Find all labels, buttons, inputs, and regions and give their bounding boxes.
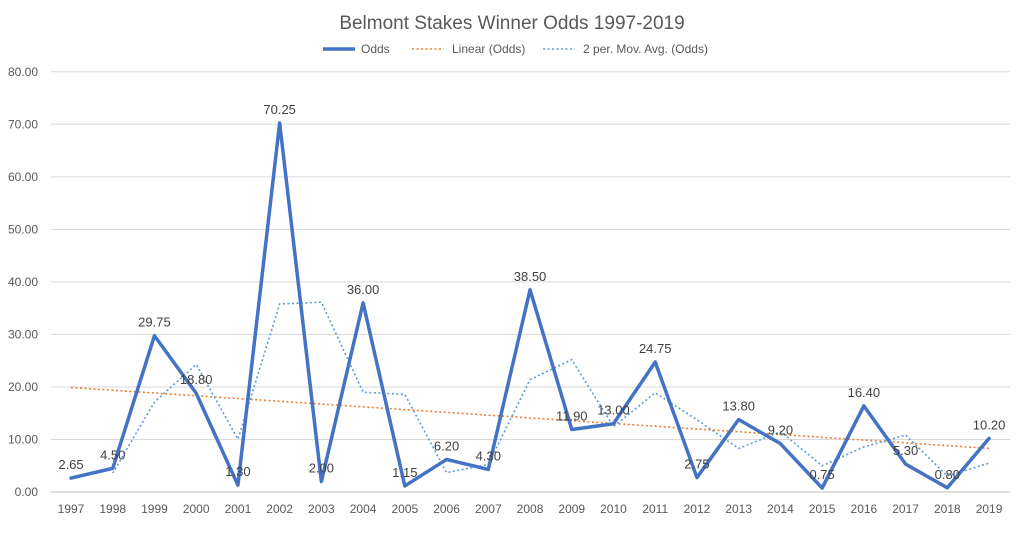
data-label-odds: 0.80: [935, 467, 960, 482]
data-label-odds: 0.75: [809, 467, 834, 482]
chart-title: Belmont Stakes Winner Odds 1997-2019: [339, 13, 684, 34]
data-label-odds: 11.90: [556, 408, 588, 423]
data-label-odds: 13.00: [597, 403, 630, 418]
data-label-odds: 4.50: [100, 447, 125, 462]
x-tick-label: 2012: [684, 502, 711, 516]
series-line-linear-trend: [70, 386, 990, 450]
data-label-odds: 38.50: [514, 269, 547, 284]
x-tick-label: 2019: [976, 502, 1003, 516]
x-tick-label: 2018: [934, 502, 961, 516]
x-axis: 1997 1998 1999 2000 2001 2002 2003 2004 2005 2006…: [58, 502, 1003, 516]
data-label-odds: 5.30: [893, 443, 918, 458]
data-label-odds: 6.20: [434, 438, 459, 453]
y-tick-label: 0.00: [15, 485, 39, 499]
x-tick-label: 2004: [350, 502, 377, 516]
y-tick-label: 20.00: [8, 380, 38, 394]
series-line-odds: [69, 121, 991, 490]
x-tick-label: 2003: [308, 502, 335, 516]
x-tick-label: 2006: [433, 502, 460, 516]
data-label-odds: 24.75: [639, 341, 672, 356]
legend-label-linear: Linear (Odds): [452, 42, 525, 56]
x-tick-label: 2014: [767, 502, 794, 516]
x-tick-label: 2005: [391, 502, 418, 516]
legend: Odds Linear (Odds) 2 per. Mov. Avg. (Odd…: [323, 42, 708, 56]
data-labels: 2.65 4.50 29.75 18.80 1.30 70.25 2.00 36.00 1.15…: [58, 102, 1005, 482]
x-tick-label: 2007: [475, 502, 502, 516]
x-tick-label: 2015: [809, 502, 836, 516]
y-tick-label: 50.00: [8, 222, 38, 236]
legend-label-moving-average: 2 per. Mov. Avg. (Odds): [583, 42, 708, 56]
y-tick-label: 60.00: [8, 170, 38, 184]
legend-label-odds: Odds: [361, 42, 390, 56]
y-tick-label: 10.00: [8, 432, 38, 446]
data-label-odds: 10.20: [973, 417, 1006, 432]
data-label-odds: 70.25: [263, 102, 296, 117]
data-label-odds: 29.75: [138, 315, 171, 330]
x-tick-label: 1998: [99, 502, 126, 516]
x-tick-label: 2011: [642, 502, 668, 516]
x-tick-label: 2016: [851, 502, 878, 516]
x-tick-label: 2001: [225, 502, 252, 516]
gridlines: [51, 71, 1010, 493]
data-label-odds: 13.80: [722, 399, 755, 414]
data-label-odds: 4.30: [476, 448, 501, 463]
x-tick-label: 2002: [266, 502, 293, 516]
series-layer: [69, 121, 991, 490]
y-tick-label: 40.00: [8, 275, 38, 289]
x-tick-label: 1997: [58, 502, 85, 516]
x-tick-label: 2008: [517, 502, 544, 516]
data-label-odds: 36.00: [347, 282, 380, 297]
data-label-odds: 1.15: [392, 465, 417, 480]
x-tick-label: 2010: [600, 502, 627, 516]
data-label-odds: 2.75: [684, 457, 709, 472]
x-tick-label: 1999: [141, 502, 168, 516]
y-tick-label: 80.00: [8, 65, 38, 79]
y-axis: 0.00 10.00 20.00 30.00 40.00 50.00 60.00 70.00 8…: [8, 65, 38, 499]
x-tick-label: 2017: [892, 502, 919, 516]
x-tick-label: 2000: [183, 502, 210, 516]
data-label-odds: 2.65: [58, 457, 83, 472]
x-tick-label: 2009: [558, 502, 585, 516]
data-label-odds: 18.80: [180, 372, 213, 387]
data-label-odds: 9.20: [768, 423, 793, 438]
data-label-odds: 16.40: [848, 385, 881, 400]
series-line-moving-average: [112, 301, 990, 477]
y-tick-label: 30.00: [8, 327, 38, 341]
x-tick-label: 2013: [725, 502, 752, 516]
data-label-odds: 1.30: [225, 464, 250, 479]
data-label-odds: 2.00: [309, 460, 334, 475]
y-tick-label: 70.00: [8, 117, 38, 131]
